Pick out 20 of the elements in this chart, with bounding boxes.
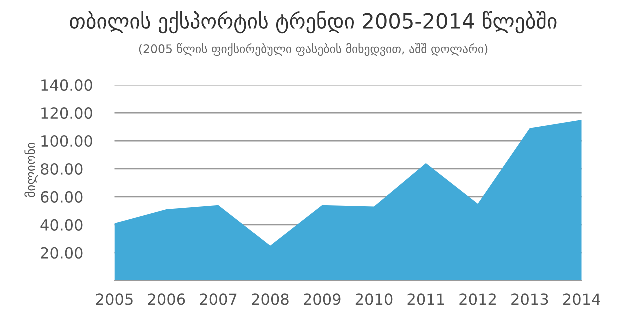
x-tick-label: 2014 (564, 294, 600, 306)
y-tick-label: 100.00 (42, 135, 92, 148)
x-tick-label: 2010 (356, 294, 393, 306)
x-tick-label: 2006 (148, 294, 186, 306)
y-tick-label: 40.00 (40, 219, 83, 231)
chart-title: თბილის ექსპორტის ტრენდი 2005-2014 წლებში (70, 11, 557, 34)
x-tick-label: 2007 (200, 294, 237, 306)
x-tick-label: 2008 (252, 294, 289, 306)
x-tick-label: 2012 (460, 294, 496, 306)
y-tick-label: 60.00 (41, 191, 83, 203)
x-tick-label: 2009 (304, 294, 341, 306)
x-tick-label: 2005 (96, 294, 133, 306)
y-tick-label: 120.00 (42, 108, 92, 120)
y-axis-title: მილიონი (24, 142, 38, 198)
x-tick-label: 2013 (512, 294, 548, 306)
x-tick-label: 2011 (408, 294, 444, 306)
chart-subtitle: (2005 წლის ფიქსირებული ფასების მიხედვით, აშშ დოლარი) (139, 43, 488, 56)
y-tick-label: 20.00 (41, 247, 83, 259)
y-tick-label: 80.00 (41, 163, 83, 176)
y-tick-label: 140.00 (42, 80, 92, 92)
